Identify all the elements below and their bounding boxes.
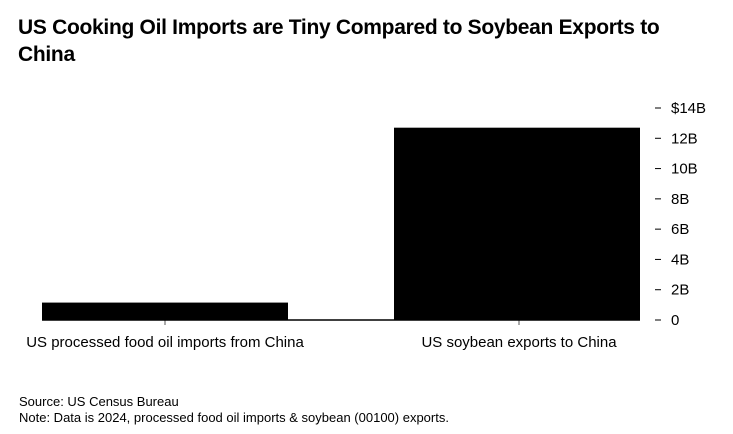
footnote: Note: Data is 2024, processed food oil i… bbox=[19, 410, 449, 425]
y-tick-label: 10B bbox=[671, 161, 698, 178]
y-tick-label: 8B bbox=[671, 191, 689, 208]
y-tick-label: 12B bbox=[671, 130, 698, 147]
x-tick-label: US processed food oil imports from China bbox=[26, 334, 304, 351]
y-tick-label: $14B bbox=[671, 100, 706, 117]
source-note: Source: US Census Bureau bbox=[19, 394, 179, 409]
chart-title: US Cooking Oil Imports are Tiny Compared… bbox=[18, 16, 660, 66]
x-tick-label: US soybean exports to China bbox=[421, 334, 617, 351]
y-tick-label: 4B bbox=[671, 251, 689, 268]
y-tick-label: 2B bbox=[671, 282, 689, 299]
y-tick-label: 6B bbox=[671, 221, 689, 238]
bar bbox=[394, 127, 640, 320]
y-tick-label: 0 bbox=[671, 312, 679, 329]
bar bbox=[42, 302, 288, 320]
